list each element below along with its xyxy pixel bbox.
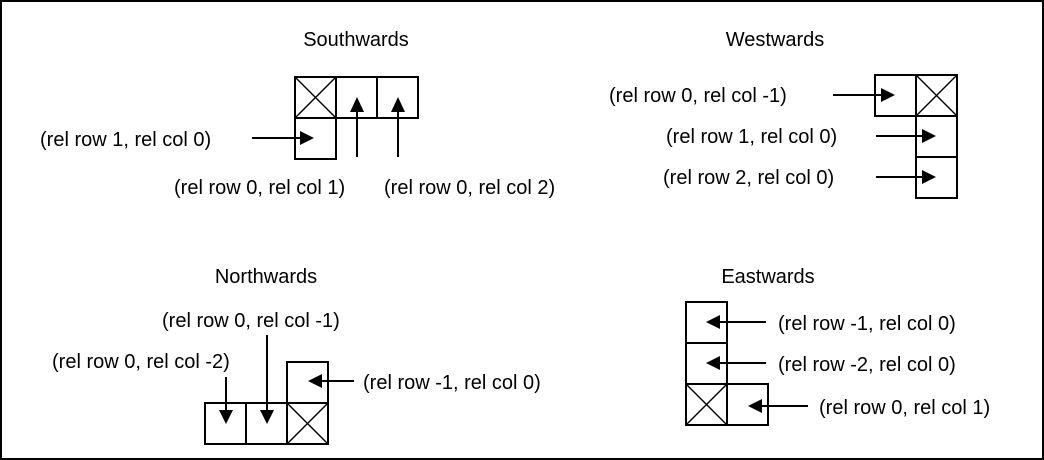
east-arrowhead-col1 xyxy=(748,399,762,413)
north-label-col-2: (rel row 0, rel col -2) xyxy=(52,351,230,373)
east-label-row-1: (rel row -1, rel col 0) xyxy=(778,313,956,335)
panel-northwards: Northwards (rel row 0, rel col -1) (rel … xyxy=(52,266,541,445)
south-label-row1: (rel row 1, rel col 0) xyxy=(40,129,211,151)
east-arrowhead-row-1 xyxy=(706,315,720,329)
west-origin-x-mark xyxy=(915,74,958,117)
south-label-col2: (rel row 0, rel col 2) xyxy=(384,177,555,199)
east-origin-x-mark xyxy=(685,383,728,426)
southwards-title: Southwards xyxy=(303,29,409,51)
north-label-row-1: (rel row -1, rel col 0) xyxy=(363,372,541,394)
northwards-title: Northwards xyxy=(215,266,317,288)
panel-southwards: Southwards (rel row 1, rel col 0) (rel r… xyxy=(40,29,555,199)
south-arrowhead-col2 xyxy=(391,97,405,112)
west-arrowhead-row1 xyxy=(922,129,936,143)
north-origin-x-mark xyxy=(286,402,329,445)
panel-eastwards: Eastwards (rel row -1, rel col 0) (rel r… xyxy=(685,266,990,426)
east-label-row-2: (rel row -2, rel col 0) xyxy=(778,354,956,376)
north-arrowhead-col-1 xyxy=(260,410,274,424)
south-arrowhead-row1 xyxy=(300,131,314,145)
west-label-col-1: (rel row 0, rel col -1) xyxy=(609,85,787,107)
east-arrowhead-row-2 xyxy=(706,356,720,370)
eastwards-title: Eastwards xyxy=(721,266,814,288)
north-arrowhead-row-1 xyxy=(308,374,322,388)
west-label-row2: (rel row 2, rel col 0) xyxy=(663,167,834,189)
north-label-col-1: (rel row 0, rel col -1) xyxy=(162,310,340,332)
east-label-col1: (rel row 0, rel col 1) xyxy=(819,397,990,419)
south-label-col1: (rel row 0, rel col 1) xyxy=(174,177,345,199)
south-origin-x-mark xyxy=(294,76,337,119)
west-label-row1: (rel row 1, rel col 0) xyxy=(666,126,837,148)
south-arrowhead-col1 xyxy=(350,97,364,112)
panel-westwards: Westwards (rel row 0, rel col -1) (rel r… xyxy=(609,29,958,199)
west-arrowhead-col-1 xyxy=(881,88,895,102)
westwards-title: Westwards xyxy=(726,29,825,51)
west-arrowhead-row2 xyxy=(922,170,936,184)
north-arrowhead-col-2 xyxy=(219,410,233,424)
